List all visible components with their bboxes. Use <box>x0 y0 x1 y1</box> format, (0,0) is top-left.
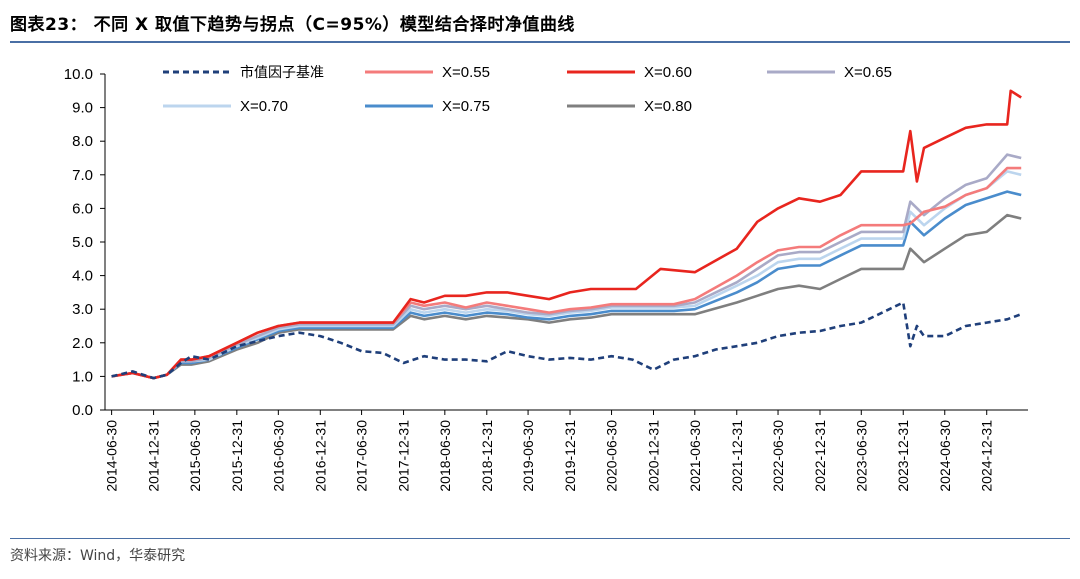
y-tick-label: 5.0 <box>72 234 93 251</box>
legend-label-1: X=0.55 <box>442 64 490 81</box>
series-line-0 <box>111 301 1022 380</box>
y-tick-label: 4.0 <box>72 268 93 285</box>
legend-label-3: X=0.65 <box>844 64 892 81</box>
chart-title: 图表23： 不同 X 取值下趋势与拐点（C=95%）模型结合择时净值曲线 <box>10 15 575 35</box>
series-line-5 <box>111 190 1022 380</box>
legend-label-0: 市值因子基准 <box>240 64 324 81</box>
y-tick-label: 6.0 <box>72 200 93 217</box>
x-tick-label: 2018-06-30 <box>437 420 453 492</box>
x-tick-label: 2023-12-31 <box>895 420 911 492</box>
x-tick-label: 2014-12-31 <box>146 420 162 492</box>
x-tick-label: 2014-06-30 <box>104 420 120 492</box>
x-tick-label: 2022-06-30 <box>770 420 786 492</box>
source-note: 资料来源：Wind，华泰研究 <box>10 548 186 564</box>
series-line-6 <box>111 213 1022 380</box>
x-tick-label: 2015-12-31 <box>229 420 245 492</box>
x-tick-label: 2021-12-31 <box>729 420 745 492</box>
x-tick-label: 2024-06-30 <box>937 420 953 492</box>
y-tick-label: 8.0 <box>72 133 93 150</box>
title-rule <box>10 41 1070 43</box>
chart-lines <box>111 89 1022 380</box>
source-rule <box>10 538 1070 539</box>
x-tick-label: 2017-12-31 <box>396 420 412 492</box>
y-tick-label: 10.0 <box>64 66 93 83</box>
x-tick-label: 2015-06-30 <box>187 420 203 492</box>
chart-legend: 市值因子基准 X=0.55 X=0.60 X=0.65 X=0.70 X=0.75 X=0.… <box>163 64 892 115</box>
x-tick-label: 2020-06-30 <box>604 420 620 492</box>
x-tick-label: 2020-12-31 <box>646 420 662 492</box>
y-tick-label: 2.0 <box>72 335 93 352</box>
series-line-2 <box>111 89 1022 380</box>
x-tick-label: 2019-12-31 <box>562 420 578 492</box>
y-tick-label: 0.0 <box>72 402 93 419</box>
x-tick-label: 2016-12-31 <box>312 420 328 492</box>
y-tick-label: 1.0 <box>72 368 93 385</box>
legend-label-5: X=0.75 <box>442 98 490 115</box>
x-tick-label: 2021-06-30 <box>687 420 703 492</box>
y-tick-label: 7.0 <box>72 167 93 184</box>
y-tick-label: 9.0 <box>72 100 93 117</box>
chart-axes: 0.0 1.0 2.0 3.0 4.0 5.0 6.0 7.0 8.0 9.0 10.0 2014-0… <box>64 66 1028 492</box>
x-tick-label: 2019-06-30 <box>520 420 536 492</box>
x-tick-label: 2017-06-30 <box>354 420 370 492</box>
chart-svg: 0.0 1.0 2.0 3.0 4.0 5.0 6.0 7.0 8.0 9.0 10.0 2014-0… <box>64 64 1028 492</box>
x-tick-label: 2024-12-31 <box>979 420 995 492</box>
legend-label-6: X=0.80 <box>644 98 692 115</box>
y-tick-label: 3.0 <box>72 301 93 318</box>
series-line-3 <box>111 153 1022 380</box>
x-tick-label: 2018-12-31 <box>479 420 495 492</box>
x-tick-label: 2016-06-30 <box>270 420 286 492</box>
x-tick-label: 2022-12-31 <box>812 420 828 492</box>
legend-label-2: X=0.60 <box>644 64 692 81</box>
legend-label-4: X=0.70 <box>240 98 288 115</box>
x-tick-label: 2023-06-30 <box>853 420 869 492</box>
series-line-4 <box>111 170 1022 380</box>
